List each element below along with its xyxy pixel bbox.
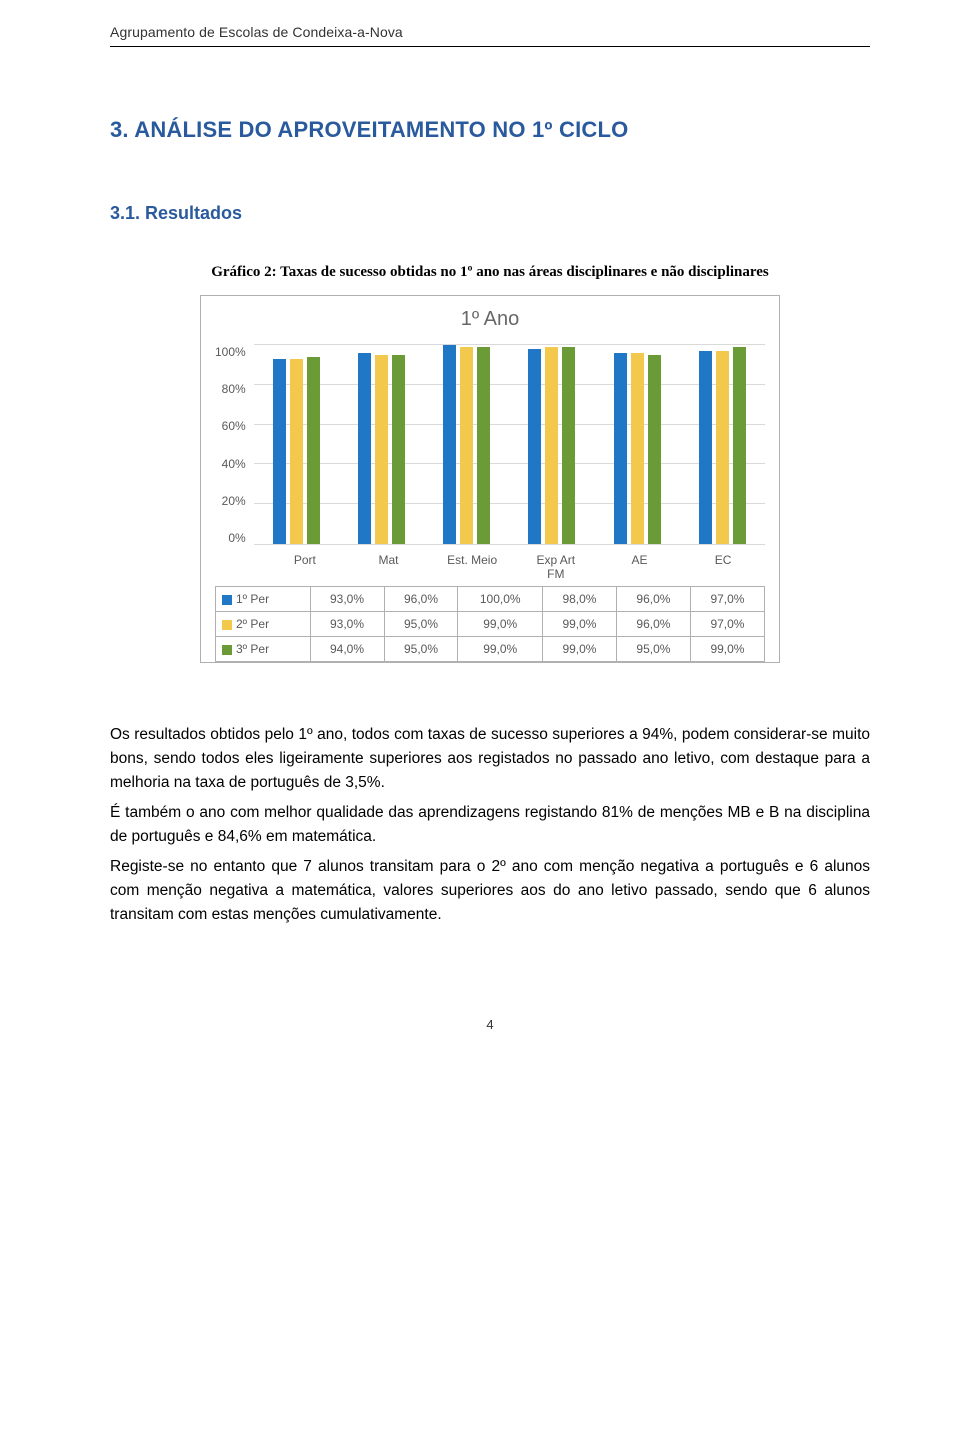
body-paragraph: É também o ano com melhor qualidade das … [110,801,870,849]
bar [392,355,405,544]
chart-xaxis: PortMatEst. MeioExp ArtFMAEEC [263,545,765,586]
chart-yaxis: 100% 80% 60% 40% 20% 0% [215,345,254,545]
series-label-cell: 2º Per [216,611,311,636]
bar-group [339,345,424,544]
bar [545,347,558,544]
body-text: Os resultados obtidos pelo 1º ano, todos… [110,723,870,927]
header-rule [110,46,870,47]
table-cell: 98,0% [542,586,616,611]
chart-title: 1º Ano [215,308,765,331]
bar [273,359,286,544]
table-cell: 95,0% [384,636,458,661]
series-label-cell: 1º Per [216,586,311,611]
bar [631,353,644,544]
series-label-cell: 3º Per [216,636,311,661]
ytick-label: 40% [222,457,246,471]
bar [562,347,575,544]
bar-group [680,345,765,544]
bar [528,349,541,544]
table-cell: 99,0% [542,636,616,661]
bar [443,345,456,544]
xtick-label: Port [263,545,347,586]
ytick-label: 0% [228,531,245,545]
table-cell: 99,0% [458,611,542,636]
bar [358,353,371,544]
bar [716,351,729,544]
legend-swatch [222,645,232,655]
section-title: 3. ANÁLISE DO APROVEITAMENTO NO 1º CICLO [110,117,870,143]
bar-group [595,345,680,544]
subsection-title: 3.1. Resultados [110,203,870,224]
ytick-label: 20% [222,494,246,508]
body-paragraph: Registe-se no entanto que 7 alunos trans… [110,855,870,927]
table-cell: 93,0% [310,611,384,636]
series-name: 1º Per [236,592,269,606]
table-cell: 97,0% [690,586,764,611]
chart-bars-area [254,345,765,545]
ytick-label: 100% [215,345,246,359]
page-number: 4 [110,1017,870,1032]
ytick-label: 60% [222,419,246,433]
table-cell: 99,0% [458,636,542,661]
chart-container: 1º Ano 100% 80% 60% 40% 20% 0% PortMatEst. Me… [200,295,780,663]
table-cell: 96,0% [616,611,690,636]
legend-swatch [222,620,232,630]
table-cell: 96,0% [616,586,690,611]
bar [648,355,661,544]
bar [290,359,303,544]
chart-box: 1º Ano 100% 80% 60% 40% 20% 0% PortMatEst. Me… [200,295,780,663]
series-name: 2º Per [236,617,269,631]
table-cell: 95,0% [616,636,690,661]
bar [614,353,627,544]
bar [699,351,712,544]
table-row: 3º Per94,0%95,0%99,0%99,0%95,0%99,0% [216,636,765,661]
table-cell: 96,0% [384,586,458,611]
xtick-label: AE [598,545,682,586]
table-cell: 93,0% [310,586,384,611]
ytick-label: 80% [222,382,246,396]
chart-plot: 100% 80% 60% 40% 20% 0% [215,345,765,545]
table-cell: 97,0% [690,611,764,636]
table-row: 2º Per93,0%95,0%99,0%99,0%96,0%97,0% [216,611,765,636]
header-org: Agrupamento de Escolas de Condeixa-a-Nov… [110,24,870,40]
chart-data-table: 1º Per93,0%96,0%100,0%98,0%96,0%97,0%2º … [215,586,765,662]
table-cell: 99,0% [690,636,764,661]
xtick-label: EC [681,545,765,586]
body-paragraph: Os resultados obtidos pelo 1º ano, todos… [110,723,870,795]
legend-swatch [222,595,232,605]
bar [375,355,388,544]
table-cell: 100,0% [458,586,542,611]
bar-group [424,345,509,544]
bar [460,347,473,544]
xtick-label: Est. Meio [430,545,514,586]
bar [307,357,320,544]
table-cell: 95,0% [384,611,458,636]
series-name: 3º Per [236,642,269,656]
chart-caption: Gráfico 2: Taxas de sucesso obtidas no 1… [110,264,870,281]
table-cell: 94,0% [310,636,384,661]
bar-group [254,345,339,544]
xtick-label: Mat [347,545,431,586]
table-row: 1º Per93,0%96,0%100,0%98,0%96,0%97,0% [216,586,765,611]
bar [477,347,490,544]
bar-group [509,345,594,544]
table-cell: 99,0% [542,611,616,636]
xtick-label: Exp ArtFM [514,545,598,586]
bar [733,347,746,544]
